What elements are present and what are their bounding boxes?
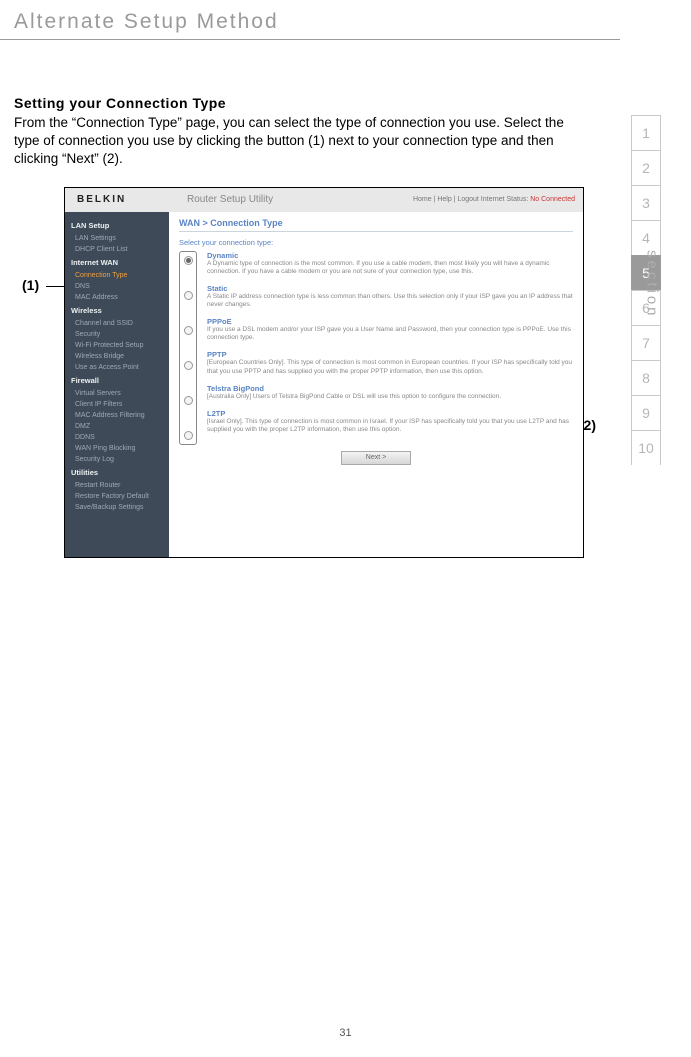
nav-cell[interactable]: 8 (631, 360, 661, 395)
option-title: L2TP (207, 409, 573, 418)
sidebar-item[interactable]: Wireless Bridge (65, 351, 169, 362)
sidebar-sec-utilities: Utilities (65, 465, 169, 480)
content-block: Setting your Connection Type From the “C… (14, 95, 574, 558)
radio-dynamic[interactable] (184, 256, 193, 265)
sidebar-item-connection-type[interactable]: Connection Type (65, 270, 169, 281)
wan-title: WAN > Connection Type (179, 218, 573, 232)
sidebar-item[interactable]: Wi-Fi Protected Setup (65, 340, 169, 351)
sidebar-item[interactable]: Client IP Filters (65, 399, 169, 410)
option: Telstra BigPond [Australia Only] Users o… (207, 384, 573, 401)
sidebar-item[interactable]: Virtual Servers (65, 388, 169, 399)
option-desc: If you use a DSL modem and/or your ISP g… (207, 326, 573, 342)
section-heading: Setting your Connection Type (14, 95, 574, 111)
option: Dynamic A Dynamic type of connection is … (207, 251, 573, 276)
radio-l2tp[interactable] (184, 431, 193, 440)
sidebar-item[interactable]: LAN Settings (65, 233, 169, 244)
callout-1-label: (1) (22, 277, 39, 293)
sidebar-item[interactable]: Use as Access Point (65, 362, 169, 373)
sidebar-sec-wireless: Wireless (65, 303, 169, 318)
nav-cell[interactable]: 3 (631, 185, 661, 220)
belkin-logo: BELKIN (77, 194, 177, 205)
radio-static[interactable] (184, 291, 193, 300)
utility-title: Router Setup Utility (187, 194, 413, 205)
radio-bigpond[interactable] (184, 396, 193, 405)
sidebar-sec-lan: LAN Setup (65, 218, 169, 233)
page-number: 31 (0, 1027, 691, 1039)
main-column: WAN > Connection Type Select your connec… (169, 212, 583, 557)
sidebar-item[interactable]: DMZ (65, 421, 169, 432)
sidebar-item[interactable]: Restart Router (65, 480, 169, 491)
option-title: Telstra BigPond (207, 384, 573, 393)
section-nav: 1 2 3 4 5 6 7 8 9 10 section (631, 115, 661, 465)
sidebar-item[interactable]: Save/Backup Settings (65, 502, 169, 513)
sidebar-item[interactable]: Security (65, 329, 169, 340)
screenshot-header: BELKIN Router Setup Utility Home | Help … (65, 188, 583, 212)
sidebar-item[interactable]: DHCP Client List (65, 244, 169, 255)
sidebar-item[interactable]: DDNS (65, 432, 169, 443)
screenshot-body: LAN Setup LAN Settings DHCP Client List … (65, 212, 583, 557)
internet-status: No Connected (530, 196, 575, 203)
option-title: PPPoE (207, 317, 573, 326)
sidebar-sec-wan: Internet WAN (65, 255, 169, 270)
nav-cell[interactable]: 7 (631, 325, 661, 360)
select-label: Select your connection type: (179, 238, 573, 247)
option: Static A Static IP address connection ty… (207, 284, 573, 309)
sidebar-item[interactable]: MAC Address Filtering (65, 410, 169, 421)
sidebar-sec-firewall: Firewall (65, 373, 169, 388)
option-title: Static (207, 284, 573, 293)
router-screenshot: BELKIN Router Setup Utility Home | Help … (64, 187, 584, 558)
next-button[interactable]: Next > (341, 451, 411, 465)
sidebar-item[interactable]: MAC Address (65, 292, 169, 303)
option-title: Dynamic (207, 251, 573, 260)
sidebar-item[interactable]: Security Log (65, 454, 169, 465)
option-desc: A Dynamic type of connection is the most… (207, 260, 573, 276)
option: L2TP [Israel Only]. This type of connect… (207, 409, 573, 434)
body-text: From the “Connection Type” page, you can… (14, 114, 574, 169)
radio-pppoe[interactable] (184, 326, 193, 335)
radio-group (179, 251, 197, 445)
sidebar-item[interactable]: Restore Factory Default (65, 491, 169, 502)
title-rule (0, 39, 620, 40)
header-links-text: Home | Help | Logout Internet Status: (413, 196, 528, 203)
page-title: Alternate Setup Method (14, 10, 691, 34)
sidebar: LAN Setup LAN Settings DHCP Client List … (65, 212, 169, 557)
sidebar-item[interactable]: WAN Ping Blocking (65, 443, 169, 454)
nav-cell[interactable]: 10 (631, 430, 661, 465)
option-desc: A Static IP address connection type is l… (207, 293, 573, 309)
option: PPTP [European Countries Only]. This typ… (207, 350, 573, 375)
screenshot-wrapper: (1) (2) BELKIN Router Setup Utility Home… (64, 187, 574, 558)
option: PPPoE If you use a DSL modem and/or your… (207, 317, 573, 342)
nav-cell[interactable]: 2 (631, 150, 661, 185)
radio-pptp[interactable] (184, 361, 193, 370)
option-desc: [Australia Only] Users of Telstra BigPon… (207, 393, 573, 401)
options-list: Dynamic A Dynamic type of connection is … (207, 251, 573, 434)
section-label: section (644, 250, 661, 319)
option-title: PPTP (207, 350, 573, 359)
sidebar-item[interactable]: Channel and SSID (65, 318, 169, 329)
nav-cell[interactable]: 9 (631, 395, 661, 430)
option-desc: [Israel Only]. This type of connection i… (207, 418, 573, 434)
sidebar-item[interactable]: DNS (65, 281, 169, 292)
option-desc: [European Countries Only]. This type of … (207, 359, 573, 375)
nav-cell[interactable]: 1 (631, 115, 661, 150)
header-links: Home | Help | Logout Internet Status: No… (413, 196, 575, 203)
